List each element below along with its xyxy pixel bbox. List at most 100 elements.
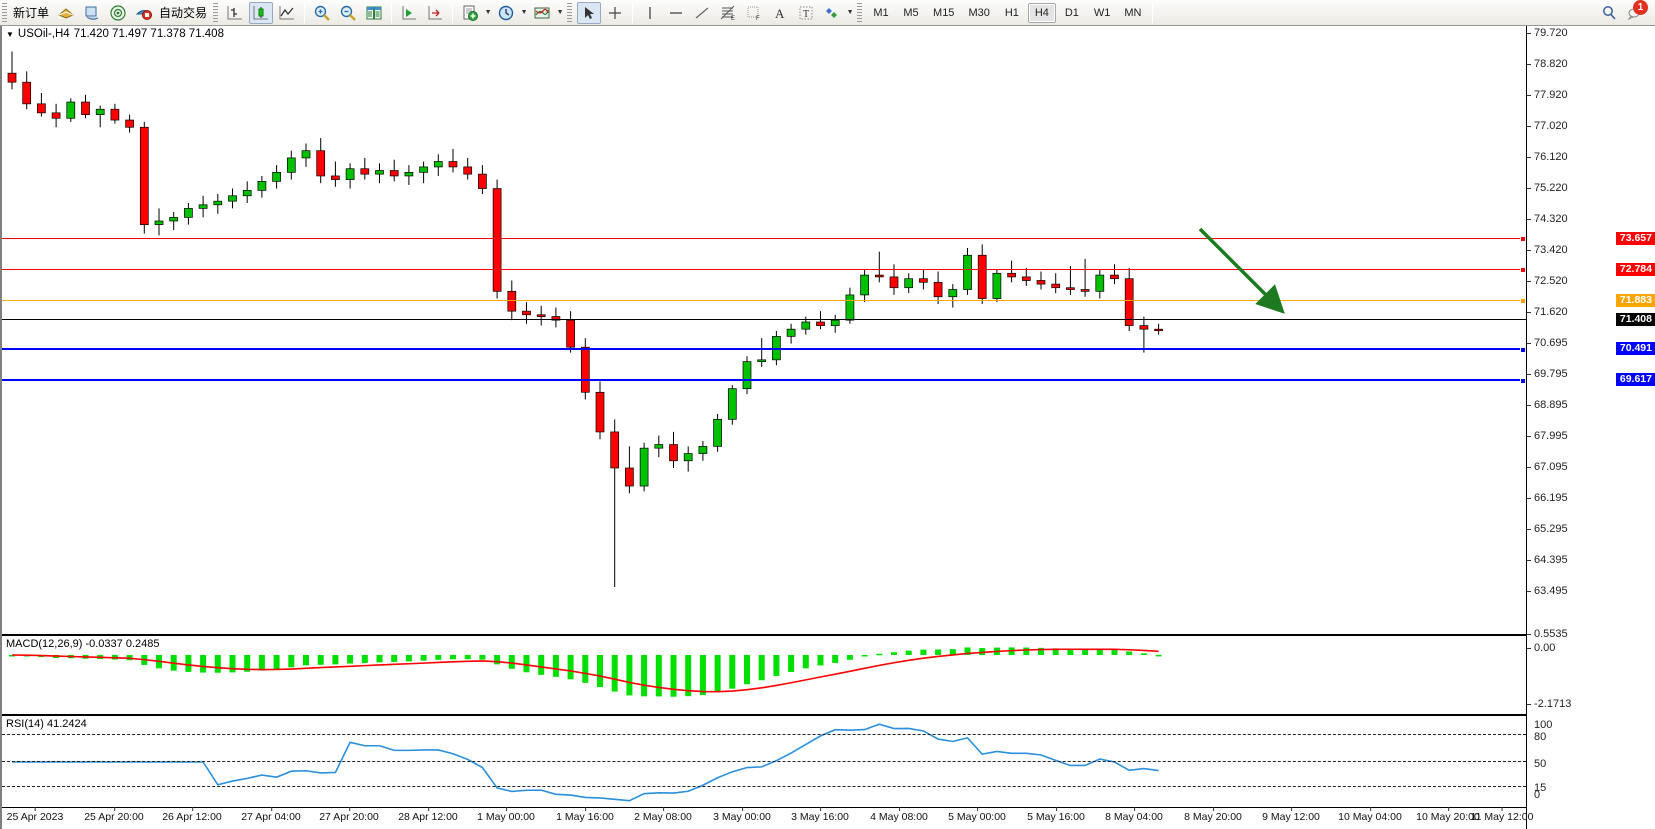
toolbar-separator-5 (1152, 2, 1154, 23)
zoom-in-icon[interactable] (310, 2, 334, 24)
autotrade-button[interactable]: 自动交易 (159, 6, 208, 20)
timeframe-w1[interactable]: W1 (1093, 6, 1111, 19)
macd-label: MACD(12,26,9) -0.0337 0.2485 (6, 638, 160, 650)
horizontal-line-icon[interactable] (664, 2, 688, 24)
level-tag-support-upper[interactable]: 70.491 (1615, 342, 1655, 355)
fibonacci-icon[interactable]: E (716, 2, 740, 24)
time-tick: 25 Apr 20:00 (84, 807, 144, 823)
level-line-resistance-upper[interactable] (2, 236, 1526, 242)
period-dropdown-caret[interactable]: ▼ (520, 9, 528, 16)
price-tick-label: 67.995 (1534, 430, 1568, 442)
level-handle[interactable] (1520, 267, 1526, 273)
line-chart-icon[interactable] (275, 2, 299, 24)
rsi-tick: 50 (1527, 758, 1547, 770)
objects-dropdown-caret[interactable]: ▼ (846, 9, 854, 16)
level-handle[interactable] (1520, 236, 1526, 242)
rsi-tick-label: 50 (1534, 758, 1547, 770)
trendline-icon[interactable] (690, 2, 714, 24)
timeframe-m5[interactable]: M5 (903, 6, 919, 19)
price-tick-label: 75.220 (1534, 182, 1568, 194)
price-tick: 72.520 (1527, 276, 1568, 287)
level-tag-support-lower[interactable]: 69.617 (1615, 373, 1655, 386)
macd-series (9, 647, 1162, 697)
rsi-tick-label: 80 (1534, 731, 1547, 743)
level-handle[interactable] (1520, 298, 1526, 304)
svg-text:F: F (756, 16, 760, 22)
level-tag-resistance-upper[interactable]: 73.657 (1615, 232, 1655, 245)
level-handle[interactable] (1520, 378, 1526, 384)
macd-tick-label: -2.1713 (1534, 698, 1572, 710)
time-tick: 27 Apr 20:00 (319, 807, 379, 823)
macd-pane[interactable]: MACD(12,26,9) -0.0337 0.2485 (2, 634, 1526, 712)
time-tick: 3 May 16:00 (791, 807, 849, 823)
price-tick: 68.895 (1527, 399, 1568, 411)
vertical-line-icon[interactable] (638, 2, 662, 24)
period-clock-icon[interactable] (494, 2, 518, 24)
chart-window[interactable]: 79.720 78.820 77.920 77.020 76.120 75.22… (0, 26, 1655, 829)
timeframe-h4[interactable]: H4 (1027, 2, 1056, 23)
level-line-support-upper[interactable] (2, 347, 1526, 353)
search-icon[interactable] (1597, 2, 1621, 24)
price-tick-label: 65.295 (1534, 523, 1568, 535)
add-indicator-dropdown-caret[interactable]: ▼ (484, 9, 492, 16)
crosshair-icon[interactable] (603, 2, 627, 24)
notification-bell-icon[interactable]: 1 (1623, 0, 1648, 24)
toolbar-grip-3[interactable] (567, 2, 573, 23)
order-book-icon[interactable] (54, 2, 78, 24)
level-line-support-lower[interactable] (2, 378, 1526, 384)
timeframe-d1[interactable]: D1 (1064, 6, 1079, 19)
new-order-button[interactable]: 新订单 (13, 6, 50, 20)
templates-dropdown-caret[interactable]: ▼ (556, 9, 564, 16)
price-tick-label: 68.895 (1534, 399, 1568, 411)
timeframe-m15[interactable]: M15 (933, 6, 955, 19)
time-tick: 4 May 08:00 (870, 807, 928, 823)
toolbar-grip-4[interactable] (857, 2, 863, 23)
rsi-level-80 (2, 734, 1526, 735)
objects-icon[interactable] (820, 2, 844, 24)
macd-tick-label: 0.00 (1534, 642, 1556, 654)
signals-icon[interactable] (106, 2, 130, 24)
terminal-icon[interactable] (80, 2, 104, 24)
symbol-header[interactable]: ▼ USOil-,H4 71.420 71.497 71.378 71.408 (4, 28, 226, 40)
chevron-down-icon[interactable]: ▼ (6, 29, 14, 39)
price-tick: 79.720 (1527, 28, 1568, 39)
level-tag-pivot[interactable]: 71.883 (1615, 294, 1655, 307)
price-tick: 76.120 (1527, 152, 1568, 163)
price-pane[interactable]: ▼ USOil-,H4 71.420 71.497 71.378 71.408 (2, 26, 1526, 622)
templates-icon[interactable] (530, 2, 554, 24)
candlestick-chart-icon[interactable] (249, 1, 274, 24)
timeframe-h1[interactable]: H1 (1004, 6, 1019, 19)
svg-text:A: A (775, 6, 785, 21)
time-tick: 1 May 16:00 (556, 807, 614, 823)
add-indicator-icon[interactable] (458, 2, 482, 24)
toolbar-grip-2[interactable] (213, 2, 219, 23)
bar-chart-icon[interactable] (223, 2, 247, 24)
price-tick: 65.295 (1527, 523, 1568, 535)
toolbar-grip-1[interactable] (2, 2, 7, 23)
price-tick-label: 77.020 (1534, 120, 1568, 132)
timeframe-mn[interactable]: MN (1124, 6, 1142, 19)
level-line-pivot[interactable] (2, 298, 1526, 304)
level-tag-resistance-lower[interactable]: 72.784 (1615, 263, 1655, 276)
chart-shift-icon[interactable] (423, 2, 447, 24)
text-label-icon[interactable]: T (794, 2, 818, 24)
tile-windows-icon[interactable] (362, 2, 386, 24)
timeframe-m30[interactable]: M30 (968, 6, 990, 19)
equidistant-channel-icon[interactable]: F (742, 2, 766, 24)
auto-scroll-icon[interactable] (397, 2, 421, 24)
text-icon[interactable]: A (768, 2, 792, 24)
time-axis[interactable]: 25 Apr 2023 25 Apr 20:00 26 Apr 12:00 27… (2, 807, 1533, 829)
level-handle[interactable] (1520, 347, 1526, 353)
ohlc-values: 71.420 71.497 71.378 71.408 (73, 28, 224, 40)
toolbar-separator-4 (632, 2, 634, 23)
level-line-resistance-lower[interactable] (2, 267, 1526, 273)
zoom-out-icon[interactable] (336, 2, 360, 24)
price-tick: 75.220 (1527, 182, 1568, 194)
cursor-icon[interactable] (577, 1, 602, 24)
rsi-pane[interactable]: RSI(14) 41.2424 (2, 714, 1526, 806)
timeframe-m1[interactable]: M1 (873, 6, 889, 19)
price-axis[interactable]: 79.720 78.820 77.920 77.020 76.120 75.22… (1526, 26, 1655, 829)
rsi-label: RSI(14) 41.2424 (6, 718, 87, 730)
autotrade-icon[interactable] (132, 2, 156, 24)
rsi-series (12, 723, 1159, 802)
